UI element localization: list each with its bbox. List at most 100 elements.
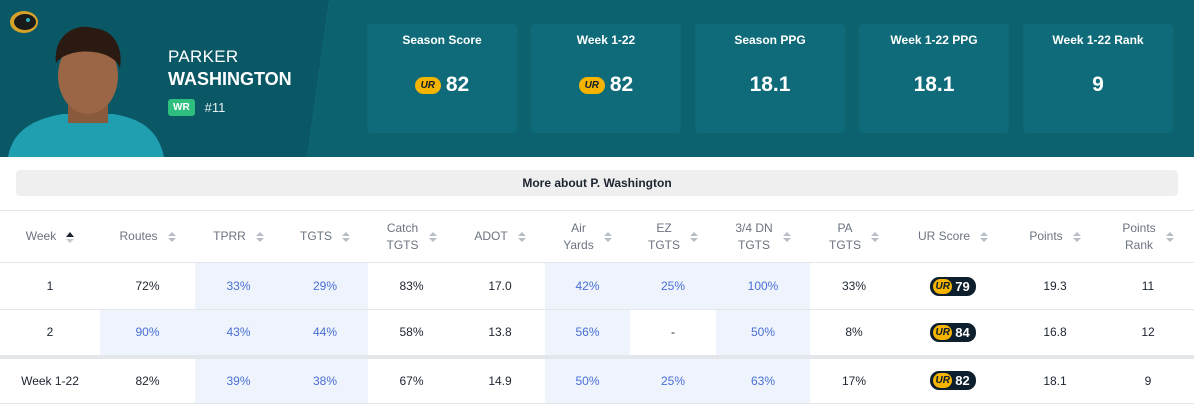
ur-score-badge: UR 79: [930, 276, 976, 296]
sort-icon[interactable]: [428, 231, 437, 243]
header-wrap: Air Yards: [545, 220, 630, 254]
table-cell: 56%: [545, 309, 630, 357]
stat-value-wrap: UR 82: [367, 73, 517, 97]
player-header: PARKER WASHINGTON WR #11 Season Score UR 82…: [0, 0, 1194, 157]
sort-icon[interactable]: [782, 231, 791, 243]
sort-icon[interactable]: [690, 231, 698, 243]
stat-card: Week 1-22 UR 82: [531, 24, 681, 133]
column-header[interactable]: Points: [1008, 210, 1102, 263]
header-line: TGTS: [648, 237, 680, 252]
table-cell: 58%: [368, 309, 455, 357]
table-cell: 50%: [716, 309, 810, 357]
sort-icon[interactable]: [255, 231, 264, 243]
header-wrap: TGTS: [282, 228, 368, 245]
stat-value-wrap: 9: [1023, 73, 1173, 97]
cell-text: 29%: [312, 279, 338, 293]
sort-icon[interactable]: [66, 231, 75, 243]
jersey-number: #11: [204, 100, 226, 115]
header-wrap: Catch TGTS: [368, 220, 455, 254]
header-line: Air: [571, 220, 586, 235]
table-cell: 90%: [100, 309, 195, 357]
ur-score-badge: UR 84: [930, 322, 976, 342]
header-text: TPRR: [213, 228, 246, 245]
table-cell: 33%: [810, 262, 898, 310]
ur-logo: UR: [933, 373, 953, 389]
column-header[interactable]: UR Score: [898, 210, 1008, 263]
table-cell: 38%: [282, 354, 368, 404]
table-cell: UR 84: [898, 309, 1008, 357]
cell-text: Week 1-22: [21, 373, 79, 388]
header-text: TGTS: [300, 228, 332, 245]
header-wrap: 3/4 DN TGTS: [716, 220, 810, 254]
cell-text: 25%: [660, 373, 686, 388]
header-text: PA TGTS: [829, 220, 861, 254]
cell-text: 19.3: [1043, 279, 1067, 293]
cell-text: 17%: [841, 373, 867, 388]
stat-value: 9: [1092, 73, 1104, 96]
column-header[interactable]: EZ TGTS: [630, 210, 716, 263]
cell-text: 43%: [226, 325, 251, 340]
cell-text: 100%: [747, 279, 779, 293]
header-line: Yards: [563, 237, 594, 252]
header-line: TGTS: [737, 237, 770, 252]
column-header[interactable]: TGTS: [282, 210, 368, 263]
header-line: TGTS: [829, 237, 861, 252]
table-cell: 25%: [630, 262, 716, 310]
cell-text: 16.8: [1043, 325, 1067, 340]
header-wrap: EZ TGTS: [630, 220, 716, 254]
stat-value: 18.1: [913, 73, 955, 96]
ur-score-badge: UR 82: [930, 371, 976, 391]
column-header[interactable]: 3/4 DN TGTS: [716, 210, 810, 263]
cell-text: 9: [1144, 373, 1152, 388]
header-text: Points: [1029, 228, 1062, 245]
sort-icon[interactable]: [517, 231, 526, 243]
cell-text: -: [671, 325, 675, 340]
cell-text: 13.8: [488, 325, 512, 340]
cell-text: 83%: [399, 279, 424, 293]
ur-logo: UR: [933, 278, 953, 294]
cell-text: 72%: [135, 279, 160, 293]
column-header[interactable]: Air Yards: [545, 210, 630, 263]
table-cell: 39%: [195, 354, 282, 404]
column-header[interactable]: Week: [0, 210, 100, 263]
sort-icon[interactable]: [1072, 231, 1081, 243]
position-badge: WR: [168, 99, 195, 116]
sort-icon[interactable]: [342, 231, 350, 243]
column-header[interactable]: Catch TGTS: [368, 210, 455, 263]
cell-text: 39%: [226, 373, 251, 388]
table-cell: 8%: [810, 309, 898, 357]
column-header[interactable]: TPRR: [195, 210, 282, 263]
column-header[interactable]: PA TGTS: [810, 210, 898, 263]
column-header[interactable]: Routes: [100, 210, 195, 263]
header-line: Points: [1029, 229, 1063, 243]
header-text: Air Yards: [563, 220, 593, 254]
column-header[interactable]: ADOT: [455, 210, 545, 263]
header-wrap: PA TGTS: [810, 220, 898, 254]
header-wrap: UR Score: [898, 228, 1008, 245]
ur-score: 84: [955, 324, 970, 340]
header-wrap: Week: [0, 228, 100, 245]
table-cell: UR 79: [898, 262, 1008, 310]
stat-card: Week 1-22 Rank 9: [1023, 24, 1173, 133]
cell-text: 90%: [135, 325, 160, 340]
ur-score: 79: [955, 278, 970, 294]
header-line: Rank: [1124, 237, 1153, 252]
sort-icon[interactable]: [871, 231, 879, 243]
more-button[interactable]: More about P. Washington: [16, 170, 1178, 196]
table-cell: 13.8: [455, 309, 545, 357]
sort-icon[interactable]: [603, 231, 612, 243]
column-header[interactable]: Points Rank: [1102, 210, 1194, 263]
header-wrap: Routes: [100, 228, 195, 245]
cell-text: 1: [46, 279, 54, 293]
table-cell: 14.9: [455, 354, 545, 404]
header-wrap: Points: [1008, 228, 1102, 245]
sort-icon[interactable]: [167, 231, 176, 243]
table-cell: 16.8: [1008, 309, 1102, 357]
sort-icon[interactable]: [1165, 231, 1174, 243]
stat-card: Season PPG 18.1: [695, 24, 845, 133]
cell-text: 38%: [312, 373, 338, 388]
header-text: Catch TGTS: [387, 220, 419, 254]
ur-logo: UR: [414, 76, 441, 94]
sort-icon[interactable]: [980, 231, 988, 243]
table-cell: 100%: [716, 262, 810, 310]
